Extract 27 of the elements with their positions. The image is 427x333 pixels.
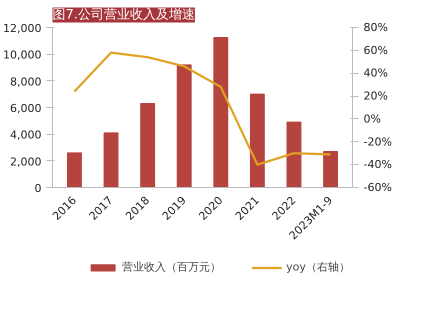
y2-tick-label: -60% — [364, 181, 392, 194]
line-series — [73, 52, 332, 166]
y-tick-label: 10,000 — [3, 48, 42, 62]
legend-label: 营业收入（百万元） — [122, 260, 222, 274]
y-tick-label: 12,000 — [3, 22, 42, 35]
y2-tick-label: 0% — [364, 112, 381, 126]
y-tick-label: 6,000 — [10, 102, 42, 115]
y-tick-label: 2,000 — [10, 155, 42, 168]
y2-tick-label: 20% — [364, 90, 388, 103]
bar — [213, 37, 228, 188]
bar — [250, 94, 265, 188]
bar — [140, 103, 156, 188]
bar — [286, 122, 302, 188]
y-tick-label: 4,000 — [10, 128, 42, 142]
bar — [323, 151, 338, 188]
y2-tick-label: 40% — [364, 66, 388, 80]
y2-tick-label: -40% — [364, 158, 392, 172]
y-tick-label: 8,000 — [10, 75, 42, 88]
y2-tick-label: 60% — [364, 44, 388, 57]
bar — [67, 152, 82, 188]
chart-title: 图7.公司营业收入及增速 — [52, 8, 195, 22]
bar — [176, 64, 192, 188]
y-tick-label: 0 — [34, 182, 42, 195]
bar — [104, 132, 118, 188]
y2-tick-label: 80% — [364, 21, 388, 34]
y2-tick-label: -20% — [364, 135, 392, 148]
legend-label: yoy（右轴） — [286, 260, 350, 274]
